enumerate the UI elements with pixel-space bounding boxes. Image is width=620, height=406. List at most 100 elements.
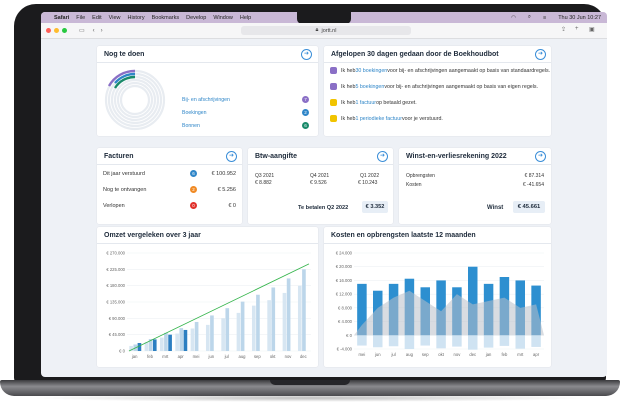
bar: [159, 337, 164, 351]
bar: [210, 315, 214, 351]
x-tick-label: nov: [285, 354, 293, 359]
menubar-clock[interactable]: Thu 30 Jun 10:27: [558, 14, 601, 21]
sidebar-toggle-icon[interactable]: ▭: [79, 28, 85, 34]
menu-bookmarks[interactable]: Bookmarks: [151, 14, 180, 21]
bar-kosten: [373, 335, 383, 348]
menu-edit[interactable]: Edit: [92, 14, 102, 21]
todo-item-boekingen[interactable]: Boekingen: [182, 110, 207, 116]
share-icon[interactable]: ⇪: [561, 27, 567, 33]
x-tick-label: mei: [359, 352, 366, 357]
x-tick-label: jul: [390, 352, 395, 357]
x-tick-label: mrt: [517, 352, 524, 357]
boekhoudbot-arrow-icon[interactable]: ➜: [535, 49, 546, 60]
bar: [221, 318, 225, 351]
facturen-row[interactable]: Nog te ontvangen 2 € 5.256: [103, 185, 236, 196]
zoom-window-button[interactable]: [62, 28, 67, 33]
area-result: [354, 290, 544, 336]
todo-count-badge: 2: [302, 109, 309, 116]
wifi-icon[interactable]: ◠: [511, 14, 516, 21]
search-icon[interactable]: ⌕: [527, 14, 531, 20]
todo-item-bonnen[interactable]: Bonnen: [182, 123, 200, 129]
bar-kosten: [404, 335, 415, 349]
menu-view[interactable]: View: [108, 14, 121, 21]
divider: [399, 164, 551, 165]
bot-icon: [330, 115, 337, 122]
facturen-row-label: Dit jaar verstuurd: [103, 171, 145, 177]
camera-notch: [297, 12, 351, 24]
bar-kosten: [531, 335, 541, 347]
tab-overview-icon[interactable]: ▣: [589, 27, 595, 33]
x-tick-label: jan: [485, 352, 492, 357]
laptop-frame: Safari File Edit View History Bookmarks …: [14, 4, 607, 384]
bot-link[interactable]: 5 boekingen: [355, 83, 385, 90]
winst-arrow-icon[interactable]: ➜: [535, 151, 546, 162]
bot-link[interactable]: 1 factuur: [355, 99, 377, 106]
x-tick-label: jul: [224, 354, 229, 359]
bot-link[interactable]: 30 boekingen: [355, 67, 388, 74]
bar-kosten: [388, 335, 399, 347]
menu-app[interactable]: Safari: [54, 14, 70, 21]
browser-toolbar: ▭ ‹ › 🔒︎ jortt.nl ⇪ + ▣: [41, 23, 607, 39]
divider: [97, 164, 242, 165]
bot-text: Ik heb: [341, 83, 356, 90]
todo-item-label: Bonnen: [182, 123, 200, 129]
facturen-arrow-icon[interactable]: ➜: [226, 151, 237, 162]
divider: [324, 62, 551, 63]
laptop-base: [0, 380, 620, 396]
menu-history[interactable]: History: [127, 14, 145, 21]
minimize-window-button[interactable]: [54, 28, 59, 33]
bar: [164, 332, 168, 351]
x-tick-label: jun: [374, 352, 381, 357]
facturen-row-value: € 100.952: [211, 171, 236, 177]
x-tick-label: jan: [131, 354, 138, 359]
btw-quarter-value: € 9.526: [310, 180, 327, 186]
winst-total-value: € 45.661: [513, 201, 545, 213]
facturen-row[interactable]: Dit jaar verstuurd 6 € 100.952: [103, 169, 236, 180]
y-tick-label: € 270.000: [106, 251, 125, 256]
bot-text: op betaald gezet.: [376, 99, 417, 106]
bot-link[interactable]: 1 periodieke factuur: [355, 115, 402, 122]
x-tick-label: sep: [422, 352, 429, 357]
close-window-button[interactable]: [46, 28, 51, 33]
winst-row-value: € 87.314: [524, 173, 544, 179]
x-tick-label: mrt: [162, 354, 169, 359]
btw-title: Btw-aangifte: [255, 153, 297, 160]
bar: [194, 321, 199, 351]
y-tick-label: € 0: [119, 349, 125, 354]
todo-arc-bonnen: [113, 75, 136, 89]
menu-file[interactable]: File: [76, 14, 86, 21]
btw-card: Btw-aangifte ➜ Q3 2021 € 8.882 Q4 2021 €…: [248, 148, 393, 224]
x-tick-label: dec: [469, 352, 476, 357]
trend-line: [128, 263, 310, 352]
x-tick-label: apr: [533, 352, 540, 357]
y-tick-label: € 225.000: [106, 267, 125, 272]
btw-total-label: Te betalen Q2 2022: [298, 205, 349, 211]
y-tick-label: € 8.000: [338, 305, 353, 310]
address-bar[interactable]: 🔒︎ jortt.nl: [241, 26, 411, 35]
menu-window[interactable]: Window: [213, 14, 233, 21]
bot-icon: [330, 67, 337, 74]
bot-row: Ik heb 1 periodieke factuur voor je vers…: [330, 115, 443, 122]
x-tick-label: sep: [254, 354, 261, 359]
facturen-row[interactable]: Verlopen 0 € 0: [103, 201, 236, 212]
menu-develop[interactable]: Develop: [186, 14, 207, 21]
btw-arrow-icon[interactable]: ➜: [377, 151, 388, 162]
forward-icon[interactable]: ›: [100, 27, 103, 34]
new-tab-icon[interactable]: +: [575, 26, 579, 32]
facturen-row-value: € 5.256: [217, 187, 236, 193]
x-tick-label: jun: [208, 354, 215, 359]
x-tick-label: apr: [178, 354, 185, 359]
y-tick-label: € 4.000: [338, 319, 353, 324]
back-icon[interactable]: ‹: [92, 27, 95, 34]
menu-help[interactable]: Help: [239, 14, 252, 21]
control-center-icon[interactable]: ≡: [542, 14, 547, 21]
bar: [267, 300, 271, 351]
bar: [282, 292, 287, 351]
todo-item-bij-af[interactable]: Bij- en afschrijvingen: [182, 97, 230, 103]
btw-quarter-label: Q1 2022: [360, 173, 380, 179]
bar: [168, 334, 172, 351]
address-bar-url: jortt.nl: [321, 27, 337, 34]
bot-text: voor bij- en afschrijvingen aangemaakt o…: [387, 67, 551, 74]
todo-arrow-icon[interactable]: ➜: [301, 49, 312, 60]
facturen-title: Facturen: [104, 153, 134, 160]
